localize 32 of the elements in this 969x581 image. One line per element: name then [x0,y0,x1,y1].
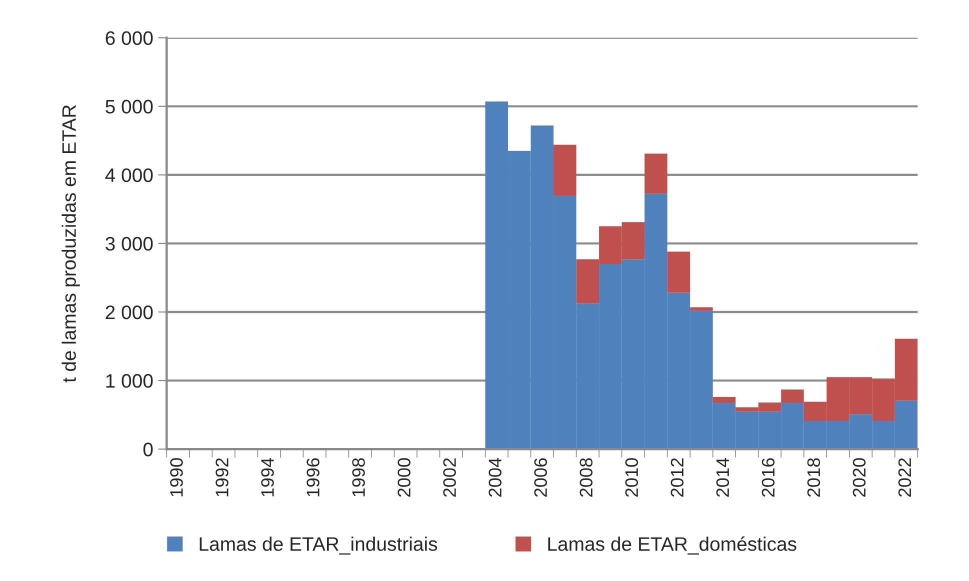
x-tick-label: 1992 [216,458,228,496]
y-tick-label: 4 000 [105,168,153,182]
x-tick-label: 2002 [443,458,456,497]
x-tick-label: 2018 [807,458,820,497]
y-tick-label: 6 000 [106,31,153,45]
x-tick-label: 2006 [534,458,547,497]
bar [644,154,668,194]
y-tick-label: 3 000 [106,236,153,251]
x-tick-label: 1996 [306,458,320,496]
bar [667,252,690,293]
bar [554,144,576,196]
y-tick-label: 1 000 [106,374,153,388]
x-tick-label: 1994 [261,458,274,496]
x-tick-label: 2008 [580,458,593,497]
x-tick-label: 2020 [852,458,866,497]
bar [690,307,713,311]
bar [712,397,736,402]
x-tick-label: 2004 [488,458,502,497]
x-tick-label: 1990 [170,458,183,496]
x-tick-label: 2016 [762,458,775,497]
y-axis-title: t de lamas produzidas em ETAR [62,105,80,382]
y-tick-label: 5 000 [106,100,153,114]
x-tick-label: 2000 [398,458,410,497]
x-tick-label: 2012 [670,458,684,497]
x-tick-label: 1998 [352,458,365,496]
legend-label: Lamas de ETAR_industriais [200,536,438,555]
legend-label: Lamas de ETAR_domésticas [548,536,796,555]
x-tick-label: 2014 [716,458,730,497]
y-tick-label: 2 000 [106,305,153,320]
x-tick-label: 2022 [898,458,912,497]
x-tick-label: 2010 [625,458,638,497]
y-tick-label: 0 [143,442,153,456]
